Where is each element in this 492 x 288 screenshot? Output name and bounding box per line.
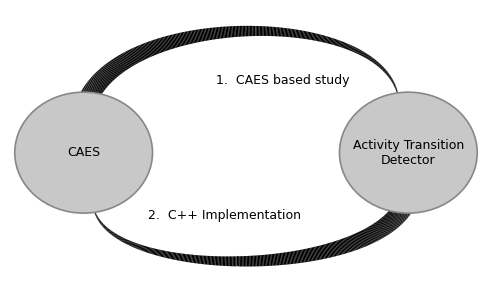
Text: CAES: CAES xyxy=(67,146,100,159)
Ellipse shape xyxy=(339,92,477,213)
Text: 2.  C++ Implementation: 2. C++ Implementation xyxy=(148,209,301,223)
Ellipse shape xyxy=(15,92,153,213)
Text: Activity Transition
Detector: Activity Transition Detector xyxy=(353,139,464,167)
Text: 1.  CAES based study: 1. CAES based study xyxy=(216,74,350,87)
